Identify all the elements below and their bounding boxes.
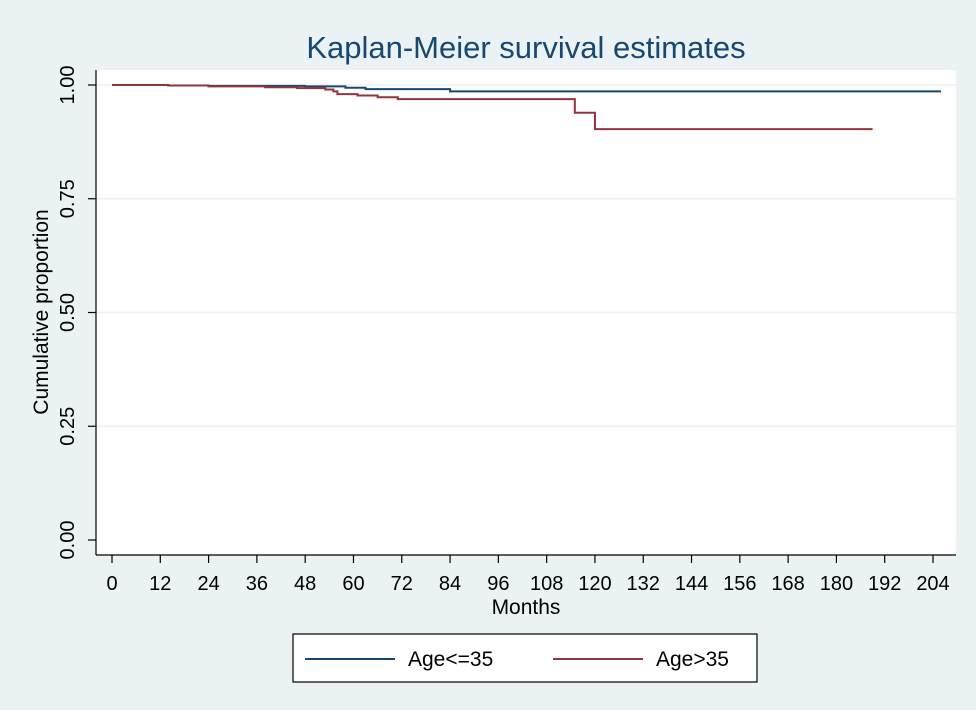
x-tick-label: 12 [149,573,171,595]
x-tick-label: 96 [487,573,509,595]
y-tick-label: 1.00 [57,66,79,105]
chart-figure: 0.00 0.25 0.50 0.75 1.00 0 12 24 36 48 60 72 84 96 10… [0,0,976,710]
x-tick-label: 120 [578,573,611,595]
chart-title: Kaplan-Meier survival estimates [306,30,745,65]
y-tick-label: 0.25 [57,407,79,446]
x-axis-label: Months [492,596,561,619]
x-tick-label: 108 [530,573,563,595]
x-tick-label: 144 [675,573,708,595]
y-tick-label: 0.75 [57,179,79,218]
y-tick-label: 0.50 [57,293,79,332]
y-tick-label: 0.00 [57,521,79,560]
x-tick-label: 36 [246,573,268,595]
y-axis-ticks: 0.00 0.25 0.50 0.75 1.00 [57,66,96,560]
x-tick-label: 180 [820,573,853,595]
x-tick-label: 48 [294,573,316,595]
x-tick-label: 0 [106,573,117,595]
legend-label-age-le-35: Age<=35 [408,648,493,671]
y-axis-label: Cumulative proportion [30,209,53,414]
x-tick-label: 24 [197,573,219,595]
x-tick-label: 60 [342,573,364,595]
x-tick-label: 156 [723,573,756,595]
x-tick-label: 192 [868,573,901,595]
x-tick-label: 204 [916,573,949,595]
x-axis-ticks: 0 12 24 36 48 60 72 84 96 108 120 132 144 156 168 180 19… [106,555,949,595]
legend-label-age-gt-35: Age>35 [656,648,729,671]
legend: Age<=35 Age>35 [293,634,757,682]
km-chart: 0.00 0.25 0.50 0.75 1.00 0 12 24 36 48 60 72 84 96 10… [0,0,976,710]
x-tick-label: 168 [771,573,804,595]
x-tick-label: 72 [391,573,413,595]
x-tick-label: 84 [439,573,461,595]
x-tick-label: 132 [627,573,660,595]
